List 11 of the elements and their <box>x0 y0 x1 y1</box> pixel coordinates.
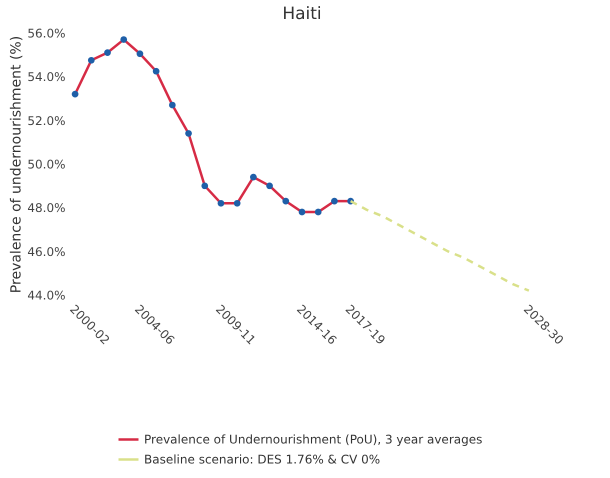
y-tick-label: 48.0% <box>27 201 66 216</box>
y-tick-label: 56.0% <box>27 26 66 40</box>
y-tick-label: 52.0% <box>27 114 66 128</box>
legend-label: Baseline scenario: DES 1.76% & CV 0% <box>144 452 380 466</box>
y-tick-label: 54.0% <box>27 70 66 84</box>
legend-label: Prevalence of Undernourishment (PoU), 3 year averages <box>144 432 482 446</box>
y-axis-title: Prevalence of undernourishment (%) <box>8 36 24 294</box>
chart-title: Haiti <box>282 4 322 24</box>
y-tick-label: 46.0% <box>27 244 66 259</box>
y-tick-label: 50.0% <box>27 158 66 172</box>
y-tick-label: 44.0% <box>27 288 66 302</box>
